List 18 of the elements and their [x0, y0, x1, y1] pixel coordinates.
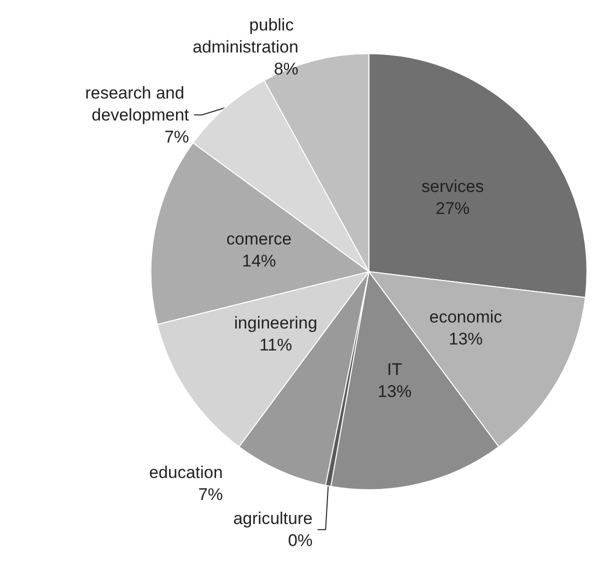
slice-label: research and development — [85, 83, 190, 124]
data-label: 11% — [259, 335, 292, 354]
slice-label: agriculture — [233, 509, 313, 528]
slice-label: education — [149, 463, 223, 482]
data-label: 7% — [164, 127, 190, 146]
slice-label: services — [421, 176, 484, 196]
data-label: 27% — [436, 198, 470, 218]
slice-label: comerce — [226, 230, 292, 249]
data-label: 13% — [378, 382, 412, 402]
data-label: 14% — [242, 252, 276, 271]
data-label: 7% — [198, 485, 223, 504]
data-label: 8% — [274, 59, 298, 78]
slice-label: economic — [429, 307, 503, 326]
data-label: 13% — [448, 329, 483, 348]
data-label: 0% — [288, 531, 313, 550]
slice-label: public administration — [192, 15, 298, 56]
slice-label: IT — [387, 360, 402, 380]
slice-label: ingineering — [234, 313, 318, 332]
